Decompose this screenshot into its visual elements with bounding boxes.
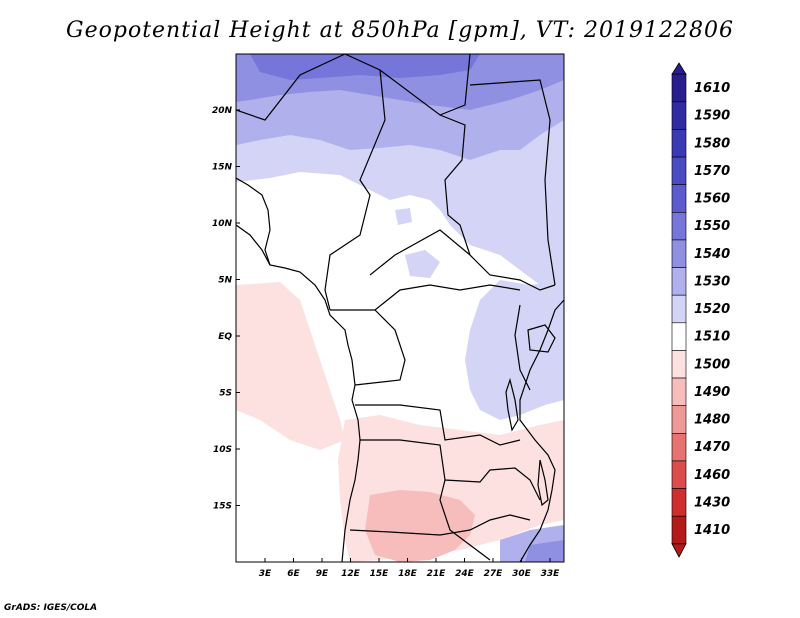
colorbar-segment — [671, 184, 687, 213]
lon-tick-label: 24E — [455, 569, 475, 579]
map-frame — [235, 53, 565, 563]
field-1520-east — [465, 280, 564, 420]
lat-tick-label: 20N — [212, 106, 233, 116]
colorbar-label: 1550 — [694, 219, 730, 234]
colorbar-segment — [671, 267, 687, 296]
colorbar-segment — [671, 239, 687, 268]
lon-tick-label: 27E — [484, 569, 504, 579]
colorbar-segment — [671, 515, 687, 545]
border-12 — [439, 479, 491, 561]
lat-tick-label: 10S — [213, 445, 232, 455]
colorbar-label: 1490 — [694, 385, 730, 400]
colorbar-label: 1530 — [694, 274, 730, 289]
colorbar-label: 1560 — [694, 192, 730, 207]
border-9 — [355, 404, 521, 446]
footer-credit: GrADS: IGES/COLA — [4, 603, 98, 613]
lat-tick-label: 5S — [219, 389, 232, 399]
colorbar-segment — [671, 405, 687, 434]
lon-tick-label: 3E — [259, 569, 272, 579]
colorbar-label: 1540 — [694, 247, 730, 262]
colorbar-segment — [671, 294, 687, 324]
lon-tick-label: 33E — [541, 569, 561, 579]
colorbar-label: 1500 — [694, 357, 730, 372]
country-borders — [236, 54, 564, 562]
border-5 — [469, 79, 556, 286]
border-6 — [369, 229, 471, 276]
lake-tanganyika — [505, 377, 519, 432]
colorbar-label: 1580 — [694, 136, 730, 151]
coastline-west — [236, 177, 361, 562]
colorbar-segment — [671, 350, 687, 379]
colorbar-segment — [671, 156, 687, 185]
border-3 — [324, 69, 386, 311]
colorbar-segment — [671, 212, 687, 241]
lat-tick-label: 5N — [218, 276, 232, 286]
lake-victoria — [527, 324, 556, 353]
lon-tick-label: 30E — [512, 569, 532, 579]
lat-tick-label: EQ — [218, 332, 232, 342]
border-10 — [360, 439, 541, 501]
lake-malawi — [537, 459, 549, 507]
colorbar-label: 1460 — [694, 468, 730, 483]
border-8 — [354, 309, 406, 386]
colorbar-top-arrow — [671, 62, 687, 75]
lat-tick-label: 10N — [212, 219, 233, 229]
colorbar-label: 1430 — [694, 495, 730, 510]
colorbar-label: 1570 — [694, 164, 730, 179]
border-4 — [439, 114, 556, 291]
lon-tick-label: 12E — [341, 569, 361, 579]
field-1490-south — [365, 490, 475, 562]
border-1 — [236, 54, 346, 121]
colorbar-segment — [671, 488, 687, 517]
coastline-east — [519, 299, 564, 562]
field-1530-southeast — [525, 540, 564, 562]
chart-title: Geopotential Height at 850hPa [gpm], VT:… — [66, 18, 734, 43]
colorbar-label: 1510 — [694, 330, 730, 345]
colorbar-label: 1470 — [694, 440, 730, 455]
colorbar-label: 1480 — [694, 413, 730, 428]
lon-axis: 3E 6E 9E 12E 15E 18E 21E 24E 27E 30E 33E — [259, 558, 560, 579]
lon-tick-label: 18E — [398, 569, 418, 579]
lat-tick-label: 15S — [213, 502, 232, 512]
border-11 — [349, 514, 531, 536]
colorbar-segment — [671, 129, 687, 158]
colorbar-segment — [671, 433, 687, 462]
colorbar-segment — [671, 101, 687, 130]
colorbar-segment — [671, 377, 687, 406]
colorbar-segment — [671, 460, 687, 489]
height-field — [236, 54, 564, 562]
colorbar-segment — [671, 73, 687, 103]
lat-axis: 20N 15N 10N 5N EQ 5S 10S 15S — [212, 106, 240, 512]
colorbar-label: 1610 — [694, 81, 730, 96]
lon-tick-label: 9E — [316, 569, 329, 579]
field-blob-2 — [405, 250, 440, 278]
field-1550-north — [250, 54, 480, 80]
colorbar-label: 1590 — [694, 109, 730, 124]
colorbar-label: 1410 — [694, 523, 730, 538]
lat-tick-label: 15N — [212, 163, 233, 173]
lon-tick-label: 6E — [287, 569, 300, 579]
field-1500-southwest — [236, 282, 345, 450]
colorbar-bottom-arrow — [671, 543, 687, 558]
lon-tick-label: 15E — [370, 569, 390, 579]
lon-tick-label: 21E — [427, 569, 447, 579]
border-14 — [236, 224, 271, 266]
field-blob-1 — [395, 208, 412, 225]
border-13 — [514, 304, 531, 391]
colorbar: 1610 1590 1580 1570 1560 1550 1540 1530 1520 1510… — [671, 62, 730, 558]
colorbar-segment — [671, 322, 687, 351]
colorbar-label: 1520 — [694, 302, 730, 317]
